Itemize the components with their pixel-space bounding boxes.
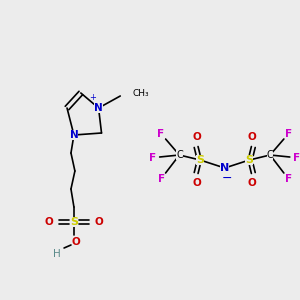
Text: CH₃: CH₃ bbox=[132, 89, 149, 98]
Text: H: H bbox=[53, 249, 61, 259]
Text: F: F bbox=[293, 153, 300, 163]
Text: +: + bbox=[89, 94, 96, 103]
Text: F: F bbox=[149, 153, 156, 163]
Text: O: O bbox=[248, 178, 257, 188]
Text: N: N bbox=[70, 130, 78, 140]
Text: O: O bbox=[94, 217, 103, 227]
Text: C: C bbox=[176, 150, 183, 160]
Text: N: N bbox=[94, 103, 103, 113]
Text: O: O bbox=[248, 132, 257, 142]
Text: −: − bbox=[221, 172, 232, 184]
Text: O: O bbox=[71, 237, 80, 247]
Text: S: S bbox=[196, 155, 204, 165]
Text: O: O bbox=[45, 217, 54, 227]
Text: O: O bbox=[193, 178, 202, 188]
Text: F: F bbox=[284, 173, 292, 184]
Text: F: F bbox=[158, 173, 165, 184]
Text: N: N bbox=[220, 163, 229, 173]
Text: C: C bbox=[267, 150, 273, 160]
Text: F: F bbox=[158, 129, 165, 139]
Text: S: S bbox=[245, 155, 253, 165]
Text: O: O bbox=[193, 132, 202, 142]
Text: S: S bbox=[70, 217, 78, 227]
Text: F: F bbox=[285, 129, 292, 139]
